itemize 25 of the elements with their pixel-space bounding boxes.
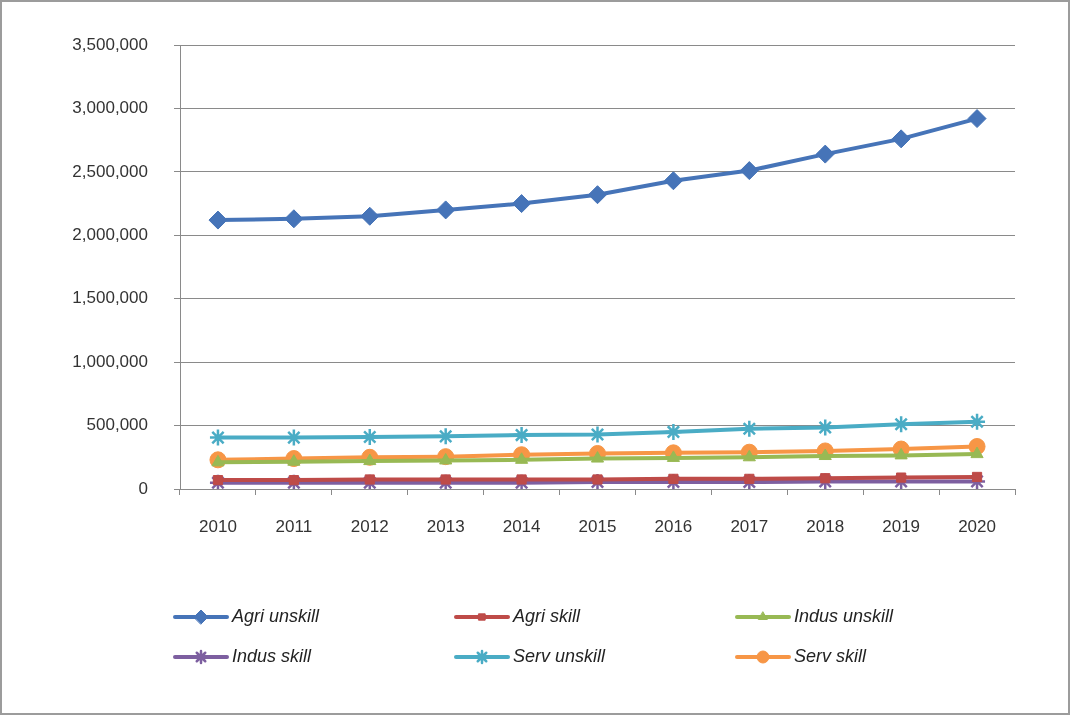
legend-label: Agri skill xyxy=(512,606,582,626)
legend-label: Indus skill xyxy=(232,646,313,666)
x-tick-label: 2015 xyxy=(578,516,617,536)
legend-label: Agri unskill xyxy=(231,606,321,626)
x-tick-label: 2010 xyxy=(199,516,237,536)
x-tick-label: 2013 xyxy=(426,516,465,536)
x-tick-label: 2019 xyxy=(882,516,921,536)
legend-label: Serv skill xyxy=(794,646,868,666)
x-tick-label: 2017 xyxy=(730,516,769,536)
x-tick-label: 2020 xyxy=(958,516,996,536)
x-tick-label: 2018 xyxy=(806,516,845,536)
y-tick-label: 2,000,000 xyxy=(72,224,148,244)
y-tick-label: 1,000,000 xyxy=(72,351,148,371)
y-tick-label: 3,500,000 xyxy=(72,34,148,54)
legend-label: Indus unskill xyxy=(794,606,895,626)
y-tick-label: 3,000,000 xyxy=(72,98,148,118)
y-tick-label: 1,500,000 xyxy=(72,288,148,308)
y-tick-label: 0 xyxy=(138,478,148,498)
x-tick-label: 2011 xyxy=(275,516,313,536)
x-tick-label: 2016 xyxy=(654,516,693,536)
y-tick-label: 2,500,000 xyxy=(72,161,148,181)
x-tick-label: 2012 xyxy=(350,516,389,536)
y-tick-label: 500,000 xyxy=(86,415,148,435)
legend-label: Serv unskill xyxy=(513,646,607,666)
x-tick-label: 2014 xyxy=(502,516,541,536)
